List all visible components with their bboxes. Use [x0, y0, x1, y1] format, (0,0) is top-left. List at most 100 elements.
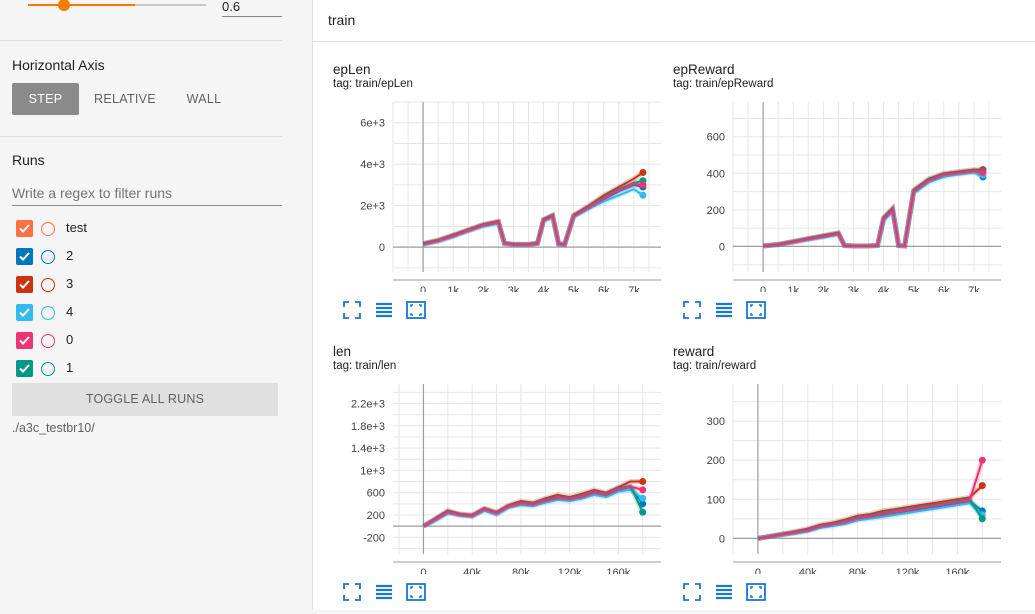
run-label: 3 — [66, 276, 74, 291]
fullscreen-icon[interactable] — [341, 581, 363, 603]
series-line[interactable] — [422, 182, 644, 246]
chart-title: epLen — [333, 62, 371, 77]
grid — [393, 384, 661, 554]
series-end-point — [639, 486, 647, 494]
y-tick-label: 300 — [707, 416, 725, 428]
series-end-point — [639, 191, 647, 199]
y-tick-label: 0 — [719, 533, 725, 545]
x-tick-label: 1k — [447, 285, 459, 292]
chart-eplen[interactable]: 0 1k 2k 3k 4k 5k 6k 7k 0 2e+3 4e+3 6e+3 — [333, 92, 673, 292]
run-checkbox[interactable] — [16, 332, 33, 349]
y-tick-label: 100 — [707, 494, 725, 506]
series-line[interactable] — [423, 485, 643, 527]
chart-epreward[interactable]: 0 1k 2k 3k 4k 5k 6k 7k 0 200 400 600 — [673, 92, 1013, 292]
fullscreen-icon[interactable] — [341, 299, 363, 321]
y-tick-label: 2.2e+3 — [351, 399, 385, 411]
series-line[interactable] — [762, 168, 983, 247]
y-tick-label: 600 — [707, 132, 725, 144]
run-color-swatch[interactable] — [41, 362, 55, 376]
axis-wall-button[interactable]: WALL — [186, 92, 222, 106]
run-row-test[interactable]: test — [16, 218, 276, 238]
series-line[interactable] — [763, 171, 984, 248]
divider — [0, 40, 282, 41]
main-panel: train epLen tag: train/epLen 0 1k 2k 3k 4k 5k… — [312, 0, 1035, 610]
run-row-1[interactable]: 1 — [16, 358, 276, 378]
y-tick-label: -200 — [363, 532, 385, 544]
y-tick-label: 200 — [367, 510, 385, 522]
run-checkbox[interactable] — [16, 276, 33, 293]
series-raw-line — [762, 167, 983, 249]
y-tick-label: 200 — [707, 455, 725, 467]
run-label: test — [66, 220, 87, 235]
fit-domain-icon[interactable] — [745, 581, 767, 603]
data-table-icon[interactable] — [713, 581, 735, 603]
run-checkbox[interactable] — [16, 304, 33, 321]
chart-reward[interactable]: 0 40k 80k 120k 160k 0 100 200 300 — [673, 374, 1013, 574]
run-row-0[interactable]: 0 — [16, 330, 276, 350]
series-line[interactable] — [763, 169, 984, 248]
runs-filter-input[interactable]: Write a regex to filter runs — [12, 182, 282, 206]
x-tick-label: 120k — [558, 567, 582, 574]
fullscreen-icon[interactable] — [681, 581, 703, 603]
series-raw-line — [762, 169, 984, 249]
x-tick-label: 4k — [538, 285, 550, 292]
x-tick-label: 5k — [568, 285, 580, 292]
series-line[interactable] — [757, 459, 984, 540]
fit-domain-icon[interactable] — [405, 299, 427, 321]
x-tick-label: 1k — [787, 285, 799, 292]
run-row-3[interactable]: 3 — [16, 274, 276, 294]
y-tick-label: 600 — [367, 488, 385, 500]
check-icon — [19, 224, 30, 233]
fit-domain-icon[interactable] — [745, 299, 767, 321]
run-color-swatch[interactable] — [41, 250, 55, 264]
x-tick-label: 80k — [849, 567, 867, 574]
smoothing-slider-fill — [28, 4, 135, 6]
horizontal-axis-title: Horizontal Axis — [12, 57, 105, 73]
series-raw-line — [762, 168, 985, 249]
smoothing-input[interactable]: 0.6 — [222, 0, 282, 17]
y-tick-label: 400 — [707, 168, 725, 180]
run-checkbox[interactable] — [16, 248, 33, 265]
data-table-icon[interactable] — [373, 299, 395, 321]
chart-toolbar — [681, 299, 781, 321]
data-table-icon[interactable] — [713, 299, 735, 321]
axis-step-button[interactable]: STEP — [12, 83, 79, 115]
run-color-swatch[interactable] — [41, 222, 55, 236]
data-table-icon[interactable] — [373, 581, 395, 603]
chart-card-epreward: epReward tag: train/epReward 0 1k 2k 3k 4k 5k… — [673, 62, 1013, 332]
x-tick-label: 7k — [628, 285, 640, 292]
run-label: 2 — [66, 248, 74, 263]
run-color-swatch[interactable] — [41, 278, 55, 292]
x-tick-label: 160k — [606, 567, 630, 574]
series-raw-line — [762, 167, 984, 249]
run-row-4[interactable]: 4 — [16, 302, 276, 322]
run-color-swatch[interactable] — [41, 306, 55, 320]
x-tick-label: 40k — [799, 567, 817, 574]
group-title: train — [328, 12, 356, 28]
run-color-swatch[interactable] — [41, 334, 55, 348]
run-checkbox[interactable] — [16, 360, 33, 377]
check-icon — [19, 280, 30, 289]
smoothing-slider[interactable] — [28, 0, 206, 11]
fit-domain-icon[interactable] — [405, 581, 427, 603]
chart-tag: tag: train/epReward — [673, 78, 774, 90]
y-tick-label: 6e+3 — [360, 118, 385, 130]
chart-toolbar — [341, 581, 441, 603]
run-checkbox[interactable] — [16, 220, 33, 237]
x-tick-label: 3k — [508, 285, 520, 292]
axis-relative-button[interactable]: RELATIVE — [94, 92, 156, 106]
x-tick-label: 120k — [896, 567, 920, 574]
x-tick-label: 160k — [945, 567, 969, 574]
series-end-point — [639, 508, 647, 516]
grid — [732, 384, 1001, 554]
series-line[interactable] — [763, 170, 984, 248]
fullscreen-icon[interactable] — [681, 299, 703, 321]
y-tick-label: 2e+3 — [360, 201, 385, 213]
series-line[interactable] — [763, 170, 984, 248]
toggle-all-runs-button[interactable]: TOGGLE ALL RUNS — [12, 383, 278, 416]
chart-len[interactable]: 0 40k 80k 120k 160k -200 200 600 1e+3 1.4e+3 1.8e+… — [333, 374, 673, 574]
smoothing-slider-thumb[interactable] — [57, 0, 70, 11]
x-tick-label: 6k — [598, 285, 610, 292]
group-divider — [313, 41, 1035, 42]
run-row-2[interactable]: 2 — [16, 246, 276, 266]
